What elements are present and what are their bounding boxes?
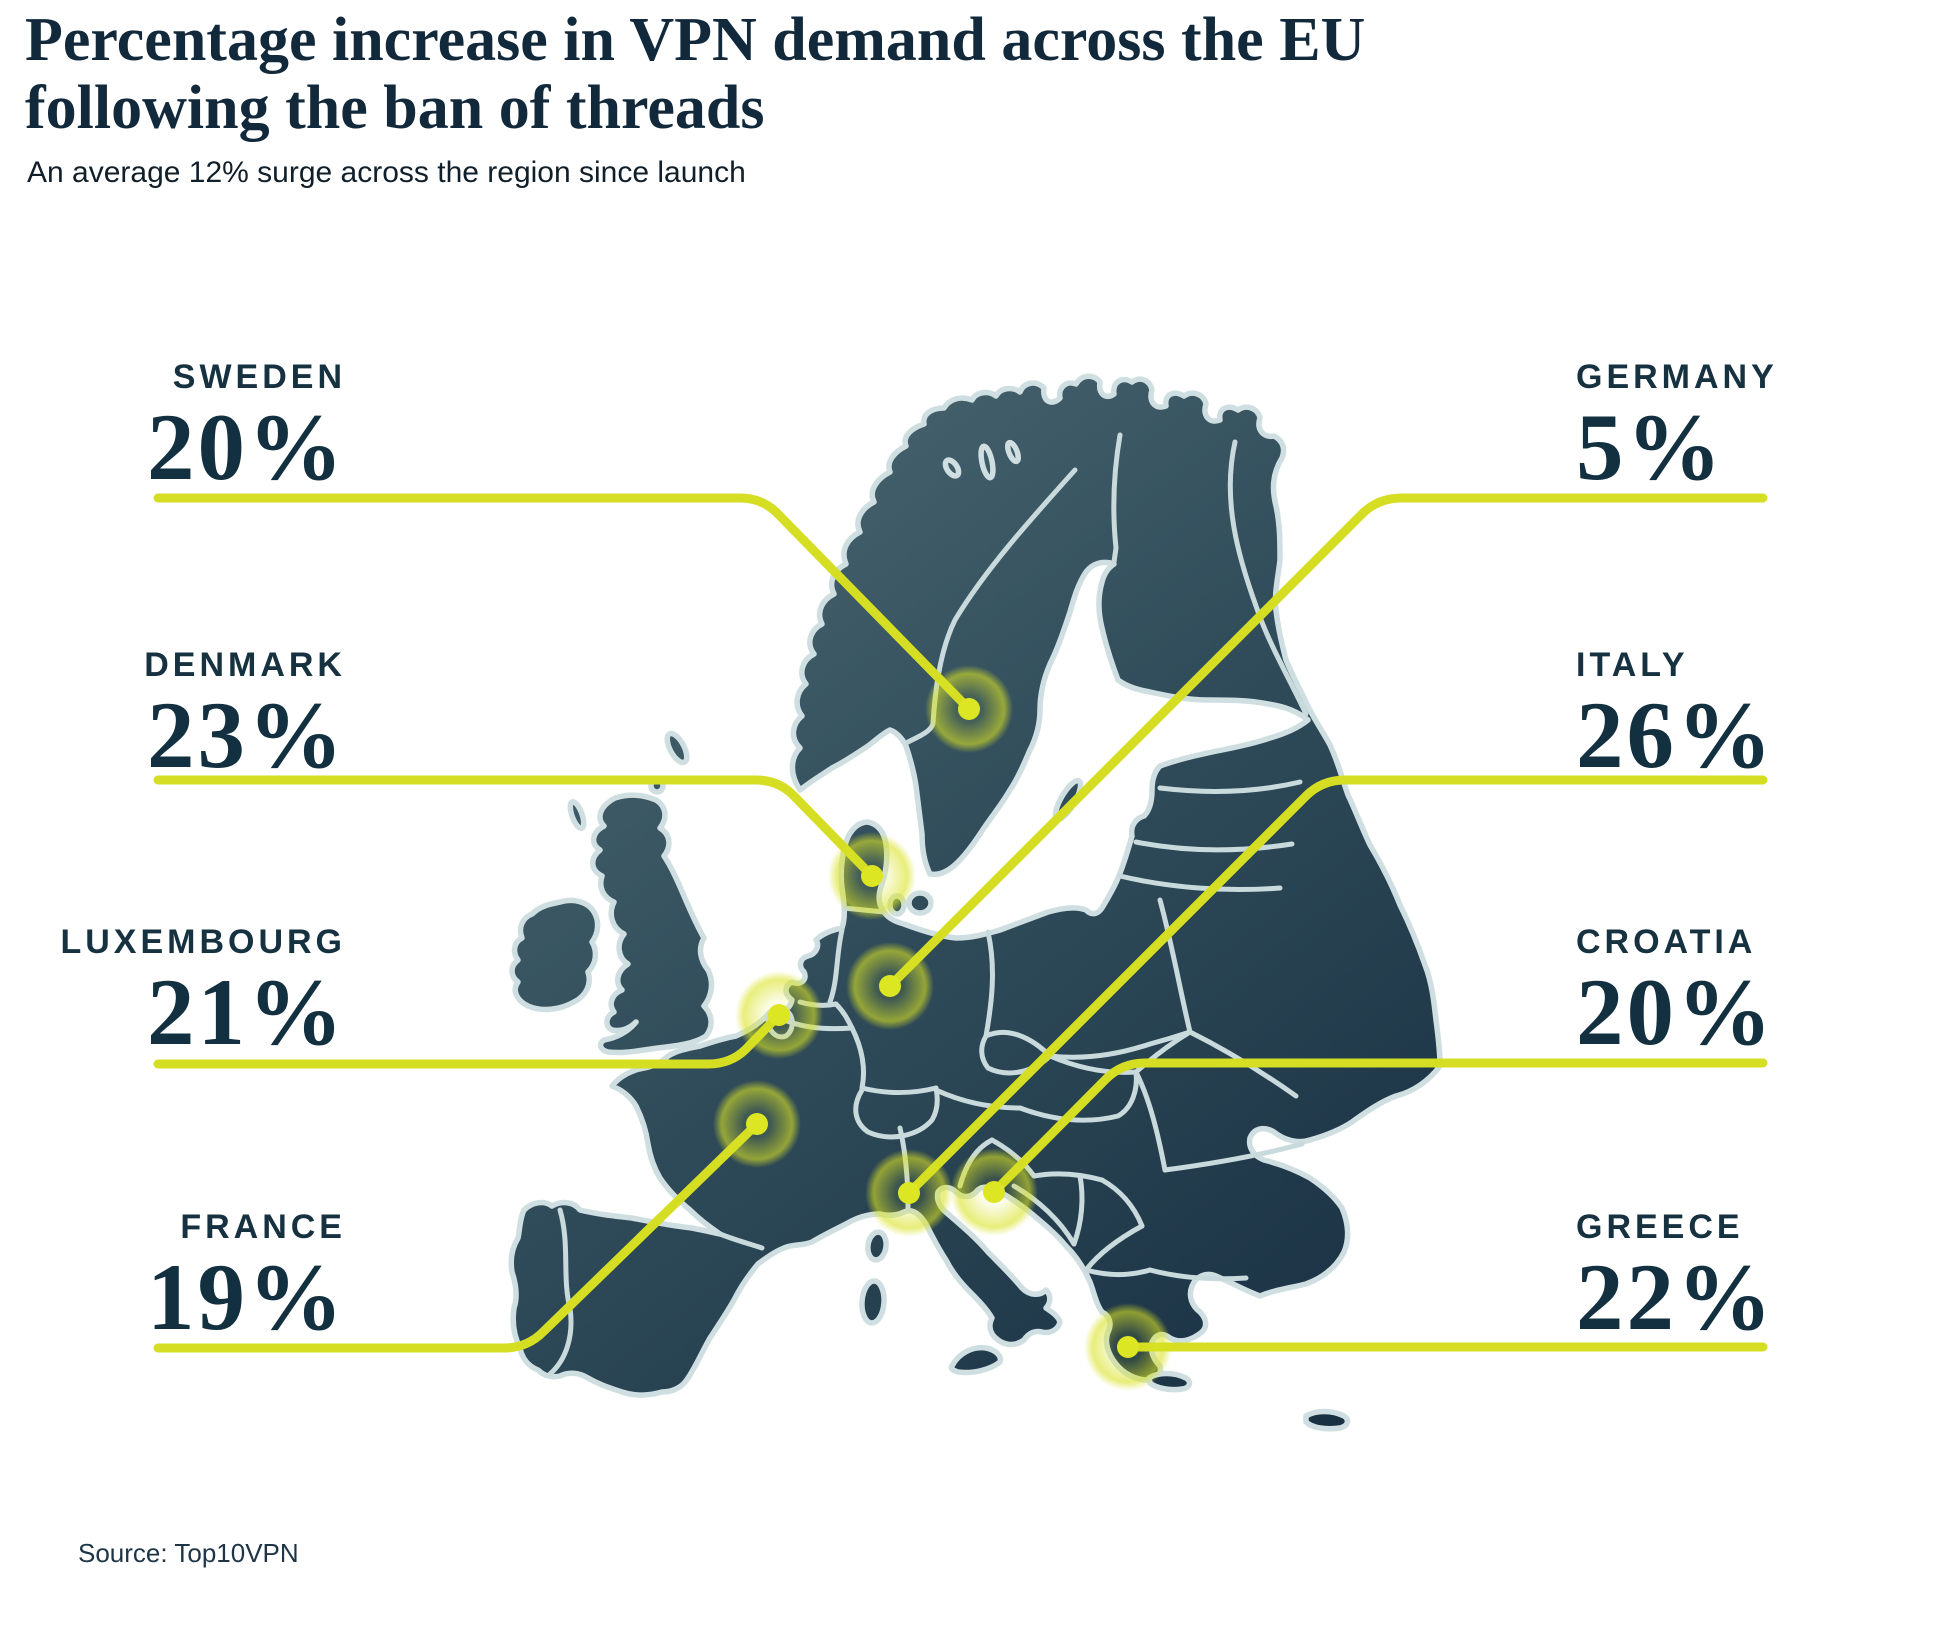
callout-denmark: DENMARK 23% xyxy=(6,648,346,783)
border-france-germany xyxy=(849,1025,867,1091)
page-title: Percentage increase in VPN demand across… xyxy=(25,6,1366,143)
border-latvia xyxy=(1133,839,1295,853)
border-serbia-bulgaria xyxy=(1099,1177,1145,1229)
lofoten-island-2 xyxy=(978,443,996,481)
callout-germany: GERMANY 5% xyxy=(1576,360,1936,495)
border-greece-bulgaria xyxy=(1147,1267,1249,1282)
callout-greece: GREECE 22% xyxy=(1576,1210,1936,1345)
percent-value: 21% xyxy=(147,959,346,1065)
border-bosnia-serbia xyxy=(1071,1173,1085,1247)
border-germany-switzerland xyxy=(859,1085,939,1095)
hebrides-island xyxy=(567,798,587,832)
border-croatia-serbia xyxy=(1031,1171,1105,1183)
corsica-island xyxy=(865,1229,889,1263)
percent-value: 19% xyxy=(147,1244,346,1350)
country-label: DENMARK xyxy=(144,646,346,684)
border-poland-east xyxy=(1157,897,1193,1035)
callout-lines xyxy=(153,493,1768,1353)
percent-value: 20% xyxy=(147,394,346,500)
border-macedonia-albania xyxy=(1083,1223,1145,1273)
callout-line-france xyxy=(153,1119,762,1353)
percent-value: 22% xyxy=(1576,1244,1775,1350)
border-hungary-south xyxy=(1017,1069,1139,1123)
country-label: ITALY xyxy=(1576,646,1689,684)
country-label: LUXEMBOURG xyxy=(60,923,346,961)
percent-value: 23% xyxy=(147,682,346,788)
callout-france: FRANCE 19% xyxy=(6,1210,346,1345)
border-czechia xyxy=(979,1029,1053,1076)
border-romania-bulgaria xyxy=(1162,1141,1305,1173)
callout-italy: ITALY 26% xyxy=(1576,648,1936,783)
map-dots xyxy=(713,665,1172,1391)
ireland xyxy=(509,897,601,1013)
map-dot-germany xyxy=(846,942,934,1030)
country-label: CROATIA xyxy=(1576,923,1757,961)
callout-line-italy xyxy=(904,775,1768,1198)
source-note: Source: Top10VPN xyxy=(78,1538,299,1568)
callout-line-croatia xyxy=(989,1058,1768,1197)
percent-value: 26% xyxy=(1576,682,1775,788)
sicily-island xyxy=(948,1344,1004,1376)
shetland-island xyxy=(664,730,690,766)
map-dot-denmark xyxy=(828,832,916,920)
country-label: GERMANY xyxy=(1576,358,1778,396)
country-label: GREECE xyxy=(1576,1208,1744,1246)
sardinia-island xyxy=(859,1278,887,1326)
border-austria-south xyxy=(933,1087,1023,1111)
page-subtitle: An average 12% surge across the region s… xyxy=(27,156,746,189)
country-label: SWEDEN xyxy=(172,358,346,396)
border-greece-north xyxy=(1083,1267,1153,1277)
border-lithuania xyxy=(1117,873,1283,892)
callout-line-denmark xyxy=(153,775,877,881)
border-hungary-romania xyxy=(1133,1069,1168,1173)
callout-sweden: SWEDEN 20% xyxy=(6,360,346,495)
callout-croatia: CROATIA 20% xyxy=(1576,925,1936,1060)
percent-value: 5% xyxy=(1576,394,1725,500)
border-estonia xyxy=(1157,779,1303,794)
lofoten-island-3 xyxy=(1004,439,1022,465)
callout-line-germany xyxy=(885,493,1768,991)
border-germany-poland xyxy=(983,929,995,1039)
map-dot-croatia xyxy=(950,1148,1038,1236)
map-dot-italy xyxy=(865,1149,953,1237)
percent-value: 20% xyxy=(1576,959,1775,1065)
border-slovakia-hungary xyxy=(1047,1053,1139,1075)
callout-line-luxembourg xyxy=(153,1010,784,1069)
country-label: FRANCE xyxy=(180,1208,346,1246)
border-poland-south xyxy=(1047,1029,1193,1060)
border-norway-finland xyxy=(1111,432,1123,565)
border-finland-russia xyxy=(1227,439,1309,717)
border-netherlands-germany xyxy=(827,927,845,1005)
border-norway-sweden xyxy=(905,467,1078,745)
great-britain xyxy=(590,792,715,1056)
callout-luxembourg: LUXEMBOURG 21% xyxy=(0,925,346,1060)
lofoten-island-1 xyxy=(942,457,962,479)
callout-line-sweden xyxy=(153,493,974,714)
map-dot-sweden xyxy=(925,665,1013,753)
border-spain-france xyxy=(717,1231,765,1251)
zealand-island xyxy=(906,890,934,916)
map-dot-luxembourg xyxy=(735,971,823,1059)
map-dot-greece xyxy=(1084,1303,1172,1391)
map-dot-france xyxy=(713,1080,801,1168)
border-slovakia-ukraine xyxy=(1133,1029,1193,1075)
crete-island xyxy=(1303,1408,1351,1432)
